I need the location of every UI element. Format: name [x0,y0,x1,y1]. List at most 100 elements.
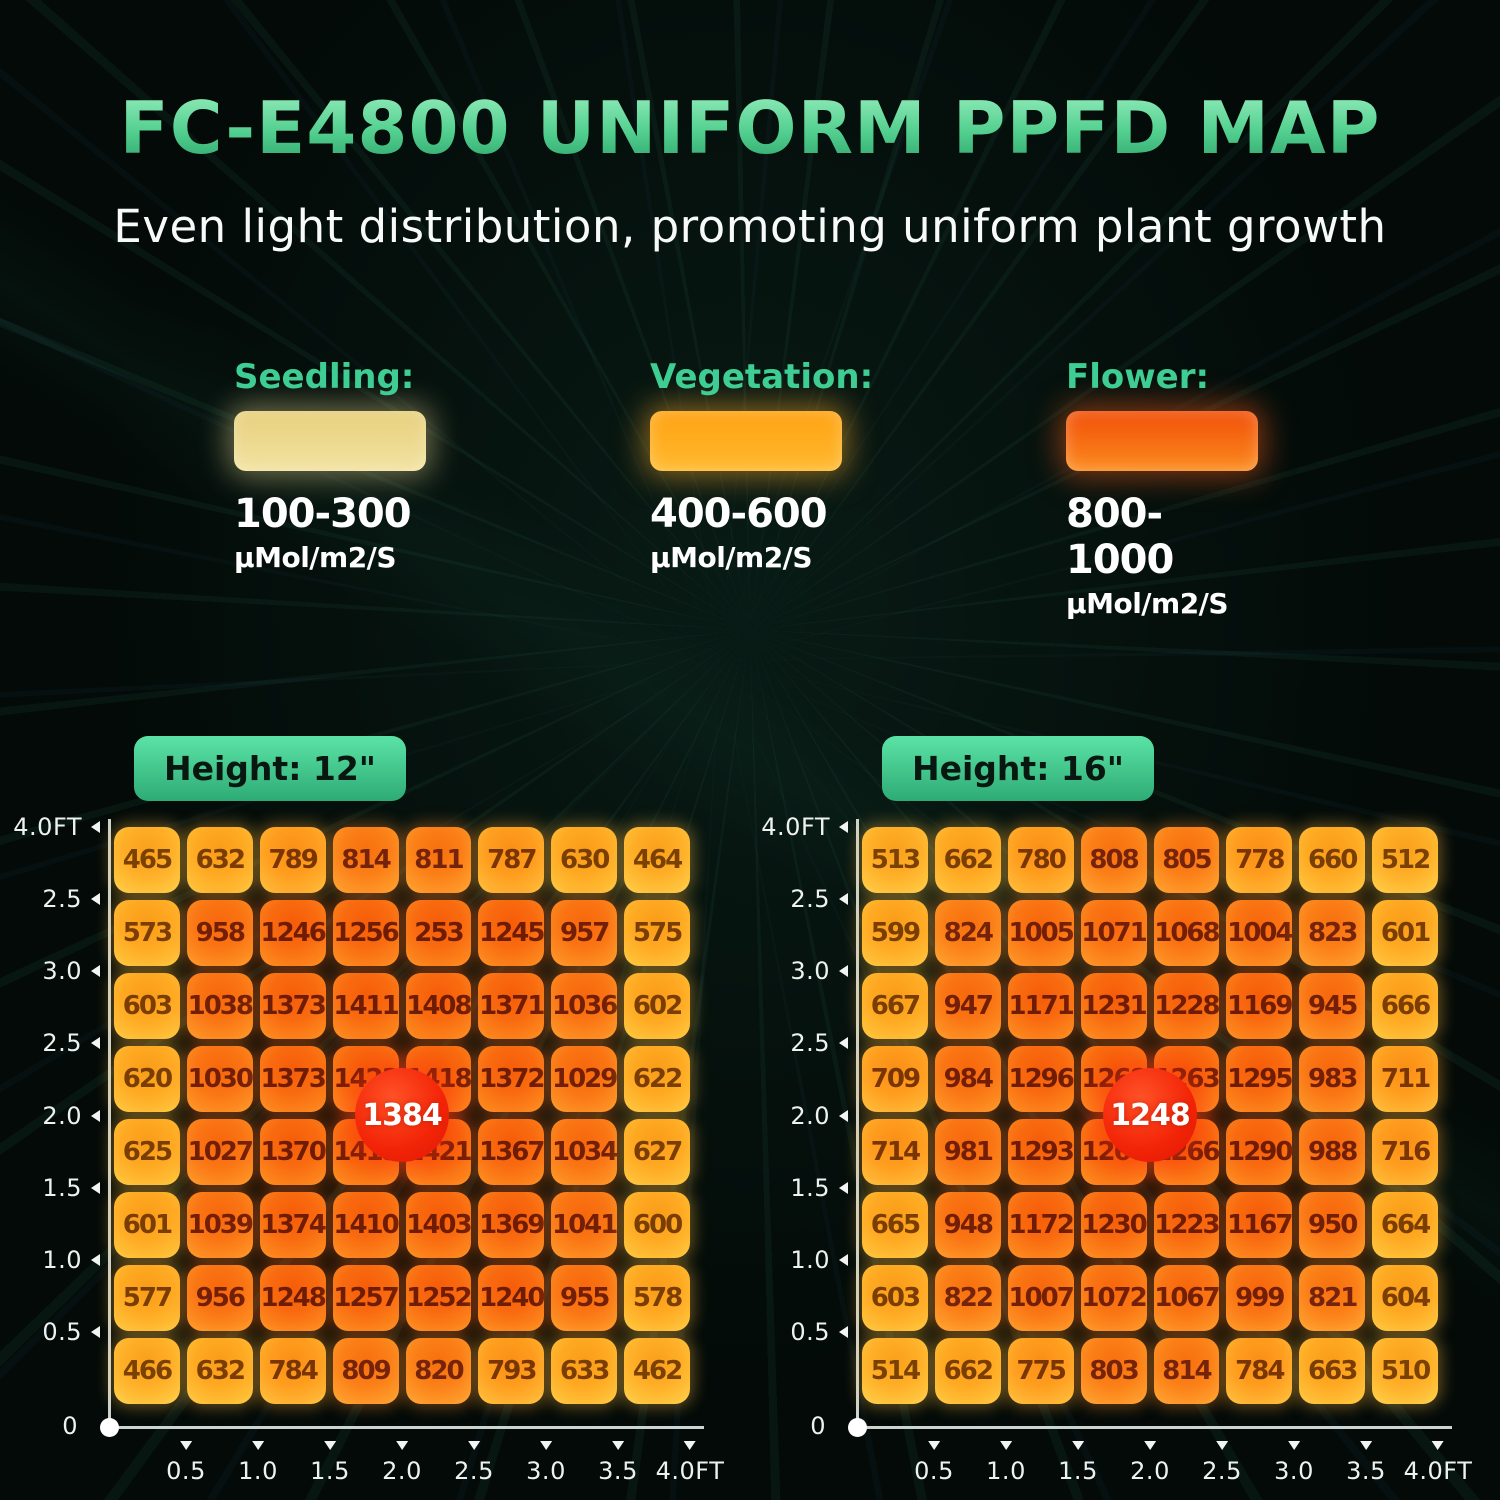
ppfd-cell: 1038 [186,973,254,1039]
ppfd-chart-12in: Height: 12" 4.0FT 2.5 3.0 2.5 2.0 1.5 1.0 0.5 0 … [13,736,724,1495]
ppfd-cell: 1410 [332,1192,400,1258]
tick-arrow-icon [91,1253,100,1266]
ppfd-cell: 1411 [332,973,400,1039]
ppfd-cell: 1374 [259,1192,327,1258]
ppfd-cell: 510 [1372,1338,1438,1404]
tick-arrow-icon [1432,1441,1444,1450]
ppfd-cell: 1029 [551,1046,618,1112]
tick-arrow-icon [395,1441,408,1450]
ppfd-cell: 465 [114,827,180,893]
x-axis-tick: 1.0 [238,1441,278,1485]
tick-arrow-icon [839,821,848,833]
ppfd-cell: 1068 [1153,900,1221,966]
plot-area: 4.0FT 2.5 3.0 2.5 2.0 1.5 1.0 0.5 0 0.5 1.0 1.5 2.0… [761,813,1472,1495]
ppfd-cell: 1034 [551,1119,618,1185]
ppfd-cell: 956 [186,1265,253,1331]
y-axis-label: 1.5 [790,1173,830,1202]
x-axis-tick: 0.5 [914,1441,954,1485]
ppfd-cell: 1067 [1153,1265,1221,1331]
legend-unit: µMol/m2/S [1066,587,1229,620]
x-axis-label: 3.0 [1274,1457,1314,1485]
y-axis-tick: 4.0FT [761,813,848,841]
ppfd-cell: 603 [862,1265,928,1331]
tick-arrow-icon [684,1441,696,1450]
ppfd-cell: 1248 [259,1265,327,1331]
page-subtitle: Even light distribution, promoting unifo… [113,200,1387,253]
x-axis-label: 1.0 [986,1457,1026,1485]
legend-range: 800-1000 [1066,491,1174,583]
ppfd-cell: 627 [624,1119,690,1185]
x-axis-tick: 4.0FT [656,1441,725,1485]
ppfd-cell: 625 [114,1119,180,1185]
x-axis-label: 2.5 [1202,1457,1242,1485]
ppfd-cell: 1231 [1080,973,1148,1039]
tick-arrow-icon [1359,1441,1372,1450]
ppfd-cell: 1256 [332,900,400,966]
tick-arrow-icon [839,893,848,906]
ppfd-cell: 981 [934,1119,1001,1185]
tick-arrow-icon [91,821,100,833]
y-axis: 4.0FT 2.5 3.0 2.5 2.0 1.5 1.0 0.5 0 [761,813,848,1440]
legend-label: Seedling: [234,357,415,397]
ppfd-cell: 822 [934,1265,1001,1331]
x-axis-label: 2.0 [382,1457,422,1485]
ppfd-cell: 1171 [1007,973,1075,1039]
tick-arrow-icon [91,893,100,906]
y-axis-label: 2.0 [790,1101,830,1130]
x-axis-label: 1.5 [1058,1457,1098,1485]
ppfd-cell: 950 [1299,1192,1366,1258]
y-axis-label: 3.0 [790,957,830,986]
legend-item-seedling: Seedling: 100-300 µMol/m2/S [234,357,434,620]
ppfd-cell: 823 [1299,900,1366,966]
x-axis-label: 4.0FT [655,1457,725,1485]
legend-item-vegetation: Vegetation: 400-600 µMol/m2/S [650,357,873,620]
ppfd-cell: 632 [186,827,253,893]
ppfd-cell: 664 [1372,1192,1438,1258]
center-value-badge: 1384 [355,1068,449,1162]
ppfd-cell: 1246 [259,900,327,966]
x-axis-tick: 1.0 [986,1441,1026,1485]
x-axis-label: 3.0 [526,1457,566,1485]
tick-arrow-icon [539,1441,552,1450]
tick-arrow-icon [839,1109,848,1122]
ppfd-cell: 514 [862,1338,928,1404]
ppfd-cell: 1036 [551,973,618,1039]
ppfd-cell: 1373 [259,973,327,1039]
y-axis-label: 0 [62,1412,78,1440]
tick-arrow-icon [1071,1441,1084,1450]
x-axis-label: 1.0 [238,1457,278,1485]
y-axis-label: 4.0FT [13,813,82,841]
ppfd-cell: 620 [114,1046,180,1112]
x-axis-tick: 1.5 [310,1441,350,1485]
y-axis-label: 1.0 [42,1245,82,1274]
tick-arrow-icon [91,1325,100,1338]
x-axis-tick: 2.0 [1130,1441,1170,1485]
ppfd-cell: 1039 [186,1192,254,1258]
ppfd-cell: 958 [186,900,253,966]
y-axis-label: 2.5 [42,885,82,914]
ppfd-cell: 824 [934,900,1001,966]
y-axis-tick: 2.5 [42,1029,100,1057]
legend-range: 400-600 [650,491,828,537]
ppfd-cell: 814 [1153,1338,1220,1404]
tick-arrow-icon [1287,1441,1300,1450]
ppfd-cell: 663 [1299,1338,1366,1404]
x-axis-tick: 1.5 [1058,1441,1098,1485]
ppfd-cell: 253 [405,900,472,966]
ppfd-cell: 1027 [186,1119,254,1185]
ppfd-cell: 1072 [1080,1265,1148,1331]
ppfd-cell: 1295 [1226,1046,1293,1112]
ppfd-cell: 633 [551,1338,618,1404]
seedling-color-swatch [234,411,426,471]
ppfd-cell: 577 [114,1265,180,1331]
ppfd-cell: 1172 [1007,1192,1075,1258]
ppfd-cell: 780 [1007,827,1074,893]
tick-arrow-icon [91,965,100,978]
ppfd-cell: 787 [478,827,545,893]
charts-row: Height: 12" 4.0FT 2.5 3.0 2.5 2.0 1.5 1.0 0.5 0 … [0,736,1500,1495]
tick-arrow-icon [1143,1441,1156,1450]
ppfd-cell: 601 [114,1192,180,1258]
x-axis-label: 3.5 [1346,1457,1386,1485]
x-axis-tick: 4.0FT [1404,1441,1473,1485]
